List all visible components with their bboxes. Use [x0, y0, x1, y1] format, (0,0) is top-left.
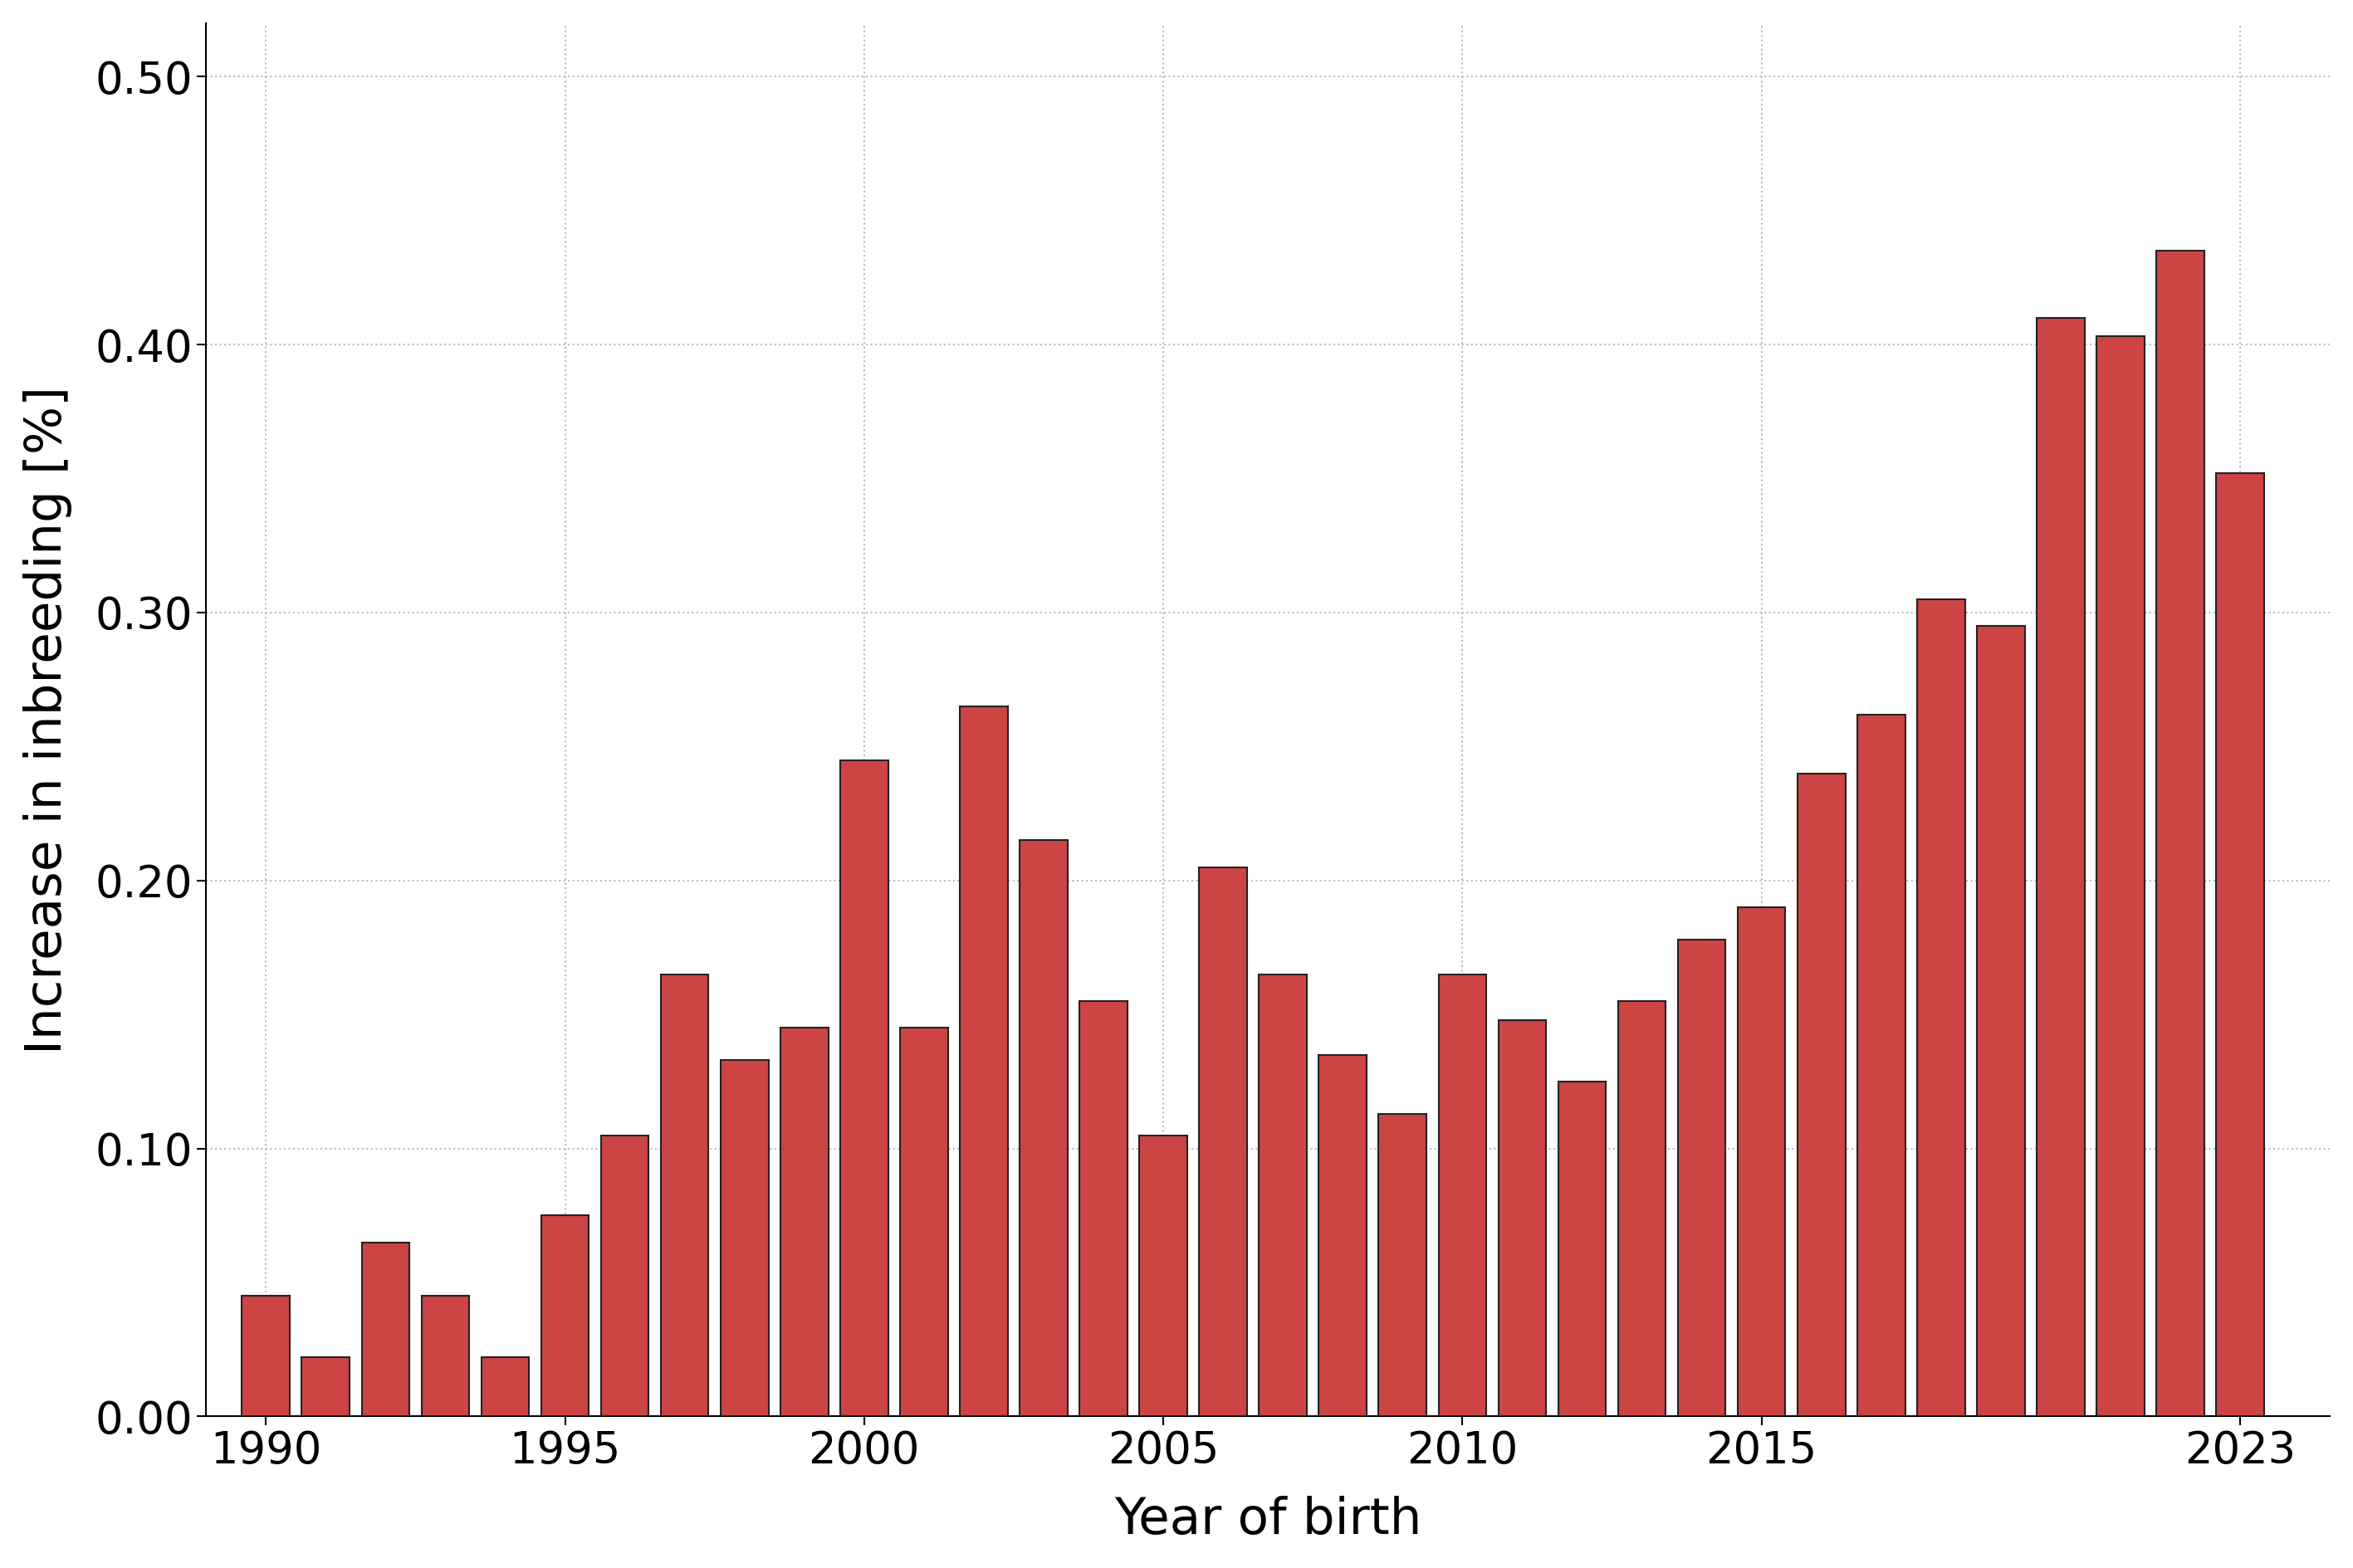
- Bar: [1619, 1000, 1666, 1416]
- Bar: [840, 760, 887, 1416]
- Bar: [2155, 251, 2205, 1416]
- Bar: [242, 1295, 289, 1416]
- Bar: [1499, 1019, 1546, 1416]
- Bar: [301, 1358, 351, 1416]
- Bar: [1080, 1000, 1127, 1416]
- Bar: [1678, 939, 1725, 1416]
- Bar: [2038, 318, 2085, 1416]
- Bar: [421, 1295, 468, 1416]
- Bar: [960, 706, 1007, 1416]
- Bar: [362, 1242, 409, 1416]
- Bar: [1318, 1055, 1367, 1416]
- Bar: [1918, 599, 1965, 1416]
- X-axis label: Year of birth: Year of birth: [1115, 1496, 1421, 1544]
- Bar: [1857, 715, 1906, 1416]
- Bar: [901, 1029, 948, 1416]
- Bar: [1438, 974, 1487, 1416]
- Bar: [1977, 626, 2026, 1416]
- Bar: [1379, 1113, 1426, 1416]
- Bar: [482, 1358, 529, 1416]
- Bar: [600, 1135, 649, 1416]
- Bar: [661, 974, 708, 1416]
- Bar: [2217, 474, 2264, 1416]
- Bar: [1139, 1135, 1188, 1416]
- Y-axis label: Increase in inbreeding [%]: Increase in inbreeding [%]: [24, 386, 73, 1054]
- Bar: [1798, 773, 1845, 1416]
- Bar: [1558, 1082, 1607, 1416]
- Bar: [541, 1215, 588, 1416]
- Bar: [1737, 908, 1786, 1416]
- Bar: [781, 1029, 828, 1416]
- Bar: [1259, 974, 1306, 1416]
- Bar: [1200, 867, 1247, 1416]
- Bar: [1019, 840, 1068, 1416]
- Bar: [2097, 337, 2144, 1416]
- Bar: [720, 1060, 769, 1416]
